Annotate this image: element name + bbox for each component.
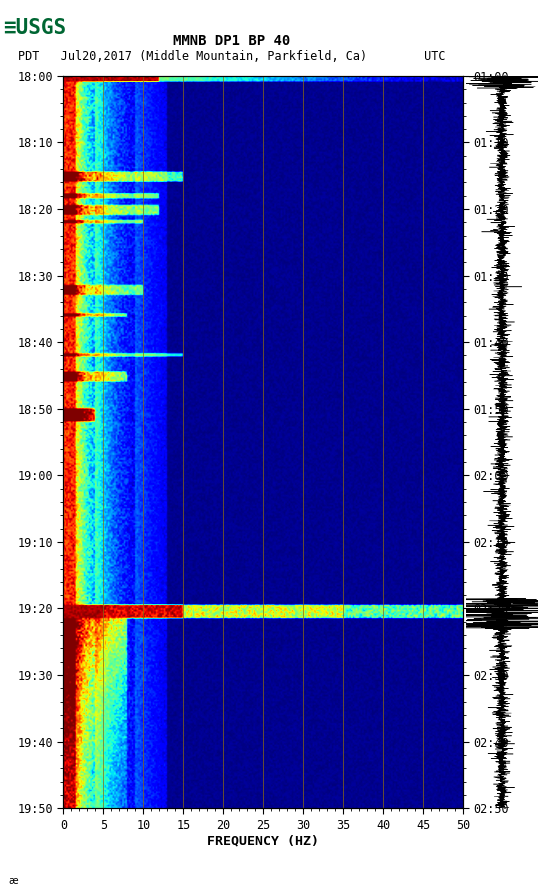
Text: MMNB DP1 BP 40: MMNB DP1 BP 40	[173, 34, 290, 47]
X-axis label: FREQUENCY (HZ): FREQUENCY (HZ)	[208, 834, 319, 847]
Text: æ: æ	[8, 876, 18, 886]
Text: PDT   Jul20,2017 (Middle Mountain, Parkfield, Ca)        UTC: PDT Jul20,2017 (Middle Mountain, Parkfie…	[18, 50, 445, 63]
Text: ≡USGS: ≡USGS	[3, 18, 66, 38]
